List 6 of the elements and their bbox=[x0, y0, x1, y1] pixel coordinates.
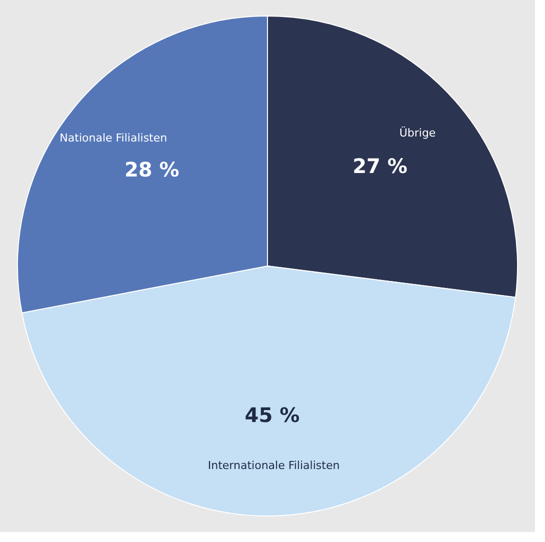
data-label: 45 % bbox=[244, 402, 300, 427]
slice-label: Internationale Filialisten bbox=[208, 458, 340, 472]
slice-label: Übrige bbox=[399, 126, 436, 140]
data-label: 27 % bbox=[352, 154, 408, 178]
slice-label: Nationale Filialisten bbox=[60, 132, 168, 145]
data-label: 28 % bbox=[124, 157, 180, 182]
